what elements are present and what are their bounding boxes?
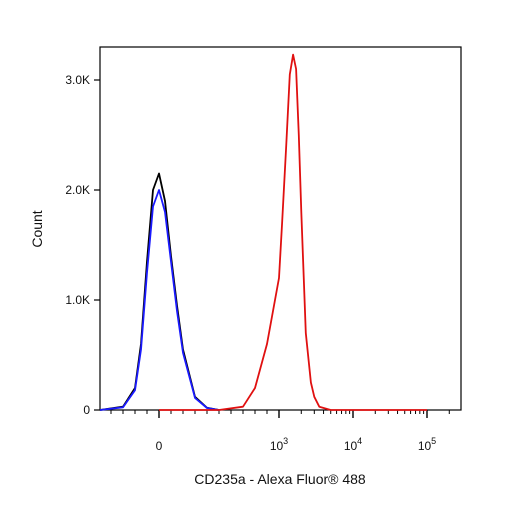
- x-tick-label: 103: [270, 436, 288, 453]
- x-tick-exponent: 4: [357, 436, 362, 446]
- x-tick-exponent: 5: [431, 436, 436, 446]
- y-axis: 0 1.0K 2.0K 3.0K: [65, 73, 100, 417]
- y-axis-title: Count: [29, 210, 45, 247]
- x-axis-title: CD235a - Alexa Fluor® 488: [194, 471, 366, 487]
- y-tick-label: 1.0K: [65, 293, 90, 307]
- x-tick-label: 105: [418, 436, 436, 453]
- y-tick-label: 0: [83, 403, 90, 417]
- series-layer: [99, 53, 427, 411]
- x-tick-exponent: 3: [283, 436, 288, 446]
- y-tick-label: 3.0K: [65, 73, 90, 87]
- y-tick-label: 2.0K: [65, 183, 90, 197]
- x-axis: 0 103 104 105: [110, 410, 450, 453]
- x-tick-label: 104: [344, 436, 362, 453]
- x-tick-label: 0: [156, 439, 163, 453]
- series-line-3: [159, 53, 427, 411]
- plot-frame: [99, 46, 462, 411]
- series-line-1: [99, 172, 220, 411]
- series-line-2: [99, 189, 220, 411]
